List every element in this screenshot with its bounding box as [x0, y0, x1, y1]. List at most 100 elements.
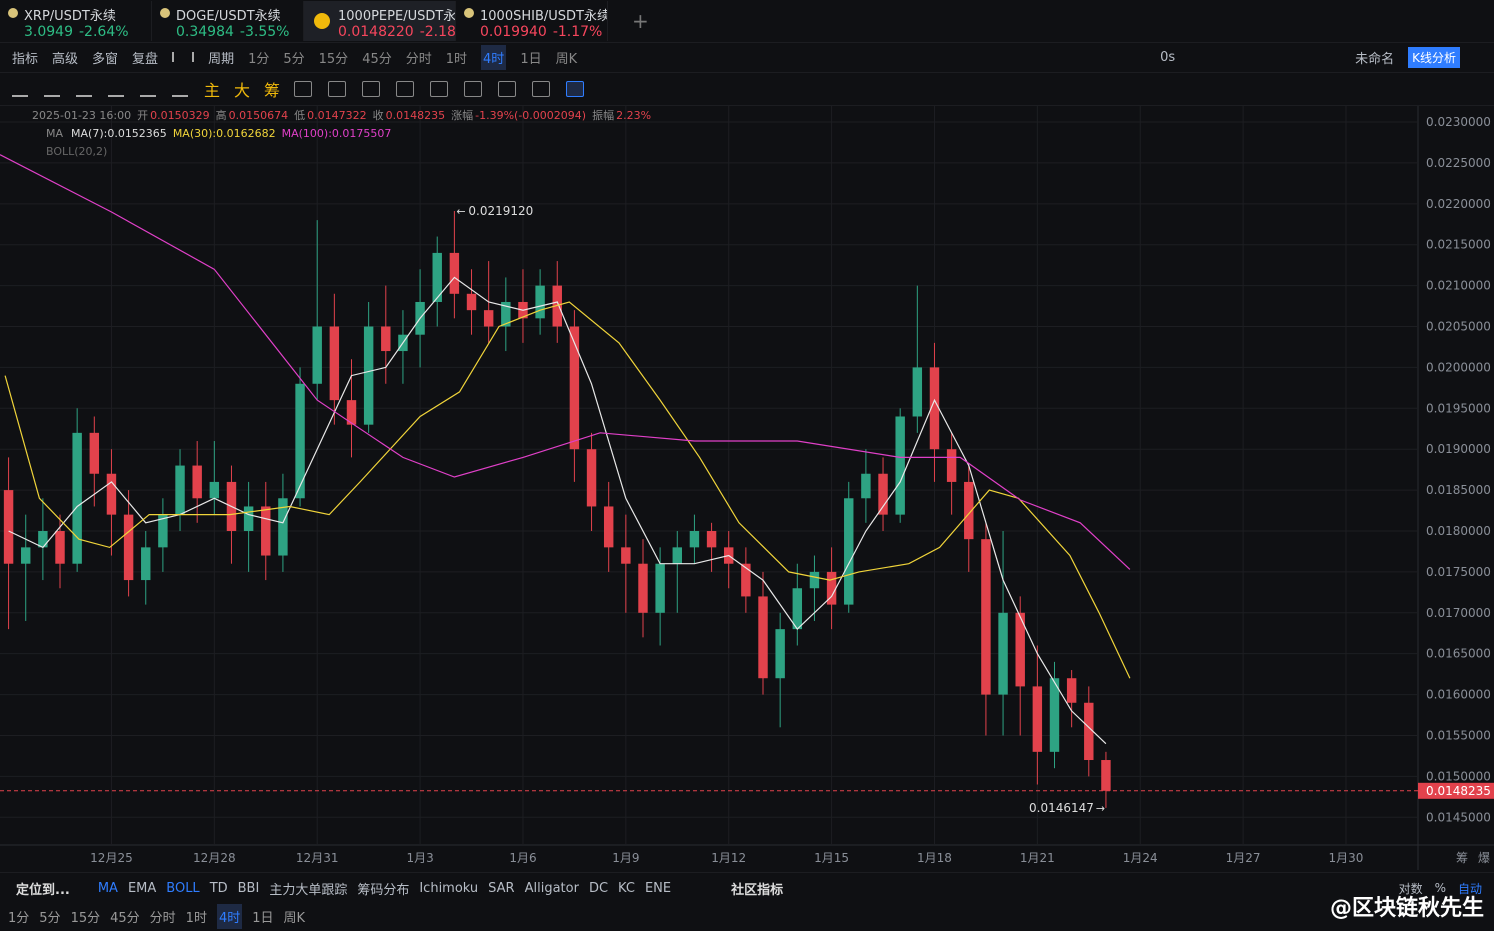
scale-option[interactable]: 对数: [1398, 881, 1423, 896]
candle-body: [895, 416, 905, 515]
candle-body: [141, 547, 151, 581]
candle-body: [209, 481, 220, 499]
x-tick-label: 1月6: [509, 851, 536, 865]
draw-tool[interactable]: [294, 81, 313, 97]
draw-tool[interactable]: [12, 81, 28, 97]
period[interactable]: 分时: [405, 51, 432, 67]
candle-body: [106, 473, 117, 515]
tab[interactable]: DOGE/USDT永续 0.34984 -3.55%: [152, 1, 304, 41]
candle-body: [586, 449, 597, 507]
tab[interactable]: XRP/USDT永续 3.0949 -2.64%: [0, 1, 152, 41]
indicator[interactable]: MA: [97, 880, 118, 896]
indicator[interactable]: DC: [588, 880, 609, 896]
draw-label[interactable]: 主: [204, 81, 221, 100]
draw-label[interactable]: 大: [234, 81, 251, 100]
add-tab[interactable]: +: [632, 9, 649, 33]
candle-body: [55, 530, 65, 564]
candle-body: [603, 506, 614, 548]
draw-tool[interactable]: [430, 81, 449, 97]
draw-tool[interactable]: [328, 81, 347, 97]
candle-body: [243, 506, 254, 531]
tool-button[interactable]: 高级: [52, 51, 79, 67]
draw-tool[interactable]: [532, 81, 551, 97]
draw-tool[interactable]: [140, 81, 156, 97]
period[interactable]: 45分: [110, 911, 140, 926]
period[interactable]: 45分: [362, 51, 392, 67]
draw-tool[interactable]: [76, 81, 92, 97]
last-price-label: 0.0148235: [1426, 784, 1491, 798]
indicator[interactable]: 主力大单跟踪: [269, 882, 348, 898]
chart-type-icon[interactable]: [172, 52, 195, 62]
locate[interactable]: 定位到...: [16, 882, 70, 898]
tab-price: 0.0148220 -2.18%: [338, 24, 455, 40]
field-label: 开: [137, 109, 149, 122]
period[interactable]: 1分: [248, 51, 270, 67]
candle-body: [655, 563, 665, 613]
field-label: 低: [294, 109, 306, 122]
period[interactable]: 1时: [445, 51, 468, 67]
period[interactable]: 分时: [149, 911, 176, 926]
tool-button[interactable]: 复盘: [132, 51, 159, 67]
indicator[interactable]: TD: [209, 880, 228, 896]
tab-icon: [314, 13, 330, 29]
indicator[interactable]: Ichimoku: [419, 880, 479, 896]
period[interactable]: 5分: [283, 51, 305, 67]
period[interactable]: 周K: [555, 51, 578, 67]
indicator[interactable]: 筹码分布: [357, 882, 410, 898]
x-tick-label: 12月28: [193, 851, 236, 865]
draw-tool[interactable]: [396, 81, 415, 97]
draw-tool[interactable]: [362, 81, 381, 97]
draw-tool[interactable]: [464, 81, 483, 97]
period[interactable]: 1分: [8, 911, 30, 926]
indicator[interactable]: SAR: [488, 880, 515, 896]
change: -1.17%: [552, 24, 603, 40]
period[interactable]: 1时: [185, 911, 207, 926]
candle-body: [826, 571, 837, 605]
x-tick-label: 1月15: [814, 851, 849, 865]
analysis-button[interactable]: K线分析: [1408, 46, 1460, 68]
indicator[interactable]: Alligator: [524, 880, 579, 896]
community[interactable]: 社区指标: [731, 882, 784, 898]
indicator[interactable]: BOLL: [166, 880, 200, 896]
field-value: 0.0150674: [228, 109, 289, 122]
candle-body: [1049, 678, 1060, 752]
last-price-tag: [1418, 782, 1494, 799]
candle-body: [792, 588, 803, 630]
draw-tool[interactable]: [44, 81, 60, 97]
draw-tool[interactable]: [172, 81, 188, 97]
scale-option[interactable]: %: [1434, 881, 1446, 895]
candle-body: [175, 465, 185, 515]
candle-body: [998, 612, 1008, 695]
period[interactable]: 15分: [70, 911, 101, 926]
tool-button[interactable]: 多窗: [92, 51, 119, 67]
candle-body: [483, 310, 494, 327]
period[interactable]: 1日: [520, 51, 542, 67]
period[interactable]: 4时: [481, 44, 507, 70]
scale-option[interactable]: 自动: [1457, 881, 1482, 896]
period[interactable]: 周K: [283, 911, 306, 926]
period[interactable]: 1日: [252, 911, 274, 926]
y-tick-label: 0.0220000: [1426, 197, 1491, 211]
period[interactable]: 5分: [39, 911, 61, 926]
draw-tool[interactable]: [108, 81, 124, 97]
layout-name[interactable]: 未命名: [1355, 51, 1395, 67]
tab-bar: XRP/USDT永续 3.0949 -2.64% DOGE/USDT永续 0.34984…: [0, 0, 1494, 43]
draw-label[interactable]: 筹: [264, 81, 281, 100]
indicator[interactable]: EMA: [127, 880, 157, 896]
candle-body: [929, 367, 940, 450]
indicator[interactable]: BBI: [237, 880, 260, 896]
indicator[interactable]: ENE: [644, 880, 672, 896]
period-menu[interactable]: 周期: [208, 51, 235, 67]
period[interactable]: 4时: [216, 904, 243, 929]
tool-button[interactable]: 指标: [12, 51, 39, 67]
draw-tool[interactable]: [498, 81, 517, 97]
indicator[interactable]: KC: [618, 880, 635, 896]
tab[interactable]: 1000SHIB/USDT永续 0.019940 -1.17%: [456, 1, 608, 41]
draw-tool[interactable]: [566, 81, 585, 97]
info-panel: 2025-01-23 16:00 开 0.0150329 高 0.0150674 低 0.0…: [12, 107, 657, 161]
y-tick-label: 0.0190000: [1426, 442, 1491, 456]
y-tick-label: 0.0175000: [1426, 565, 1491, 579]
period[interactable]: 15分: [318, 51, 349, 67]
low-arrow: →: [1096, 802, 1105, 815]
